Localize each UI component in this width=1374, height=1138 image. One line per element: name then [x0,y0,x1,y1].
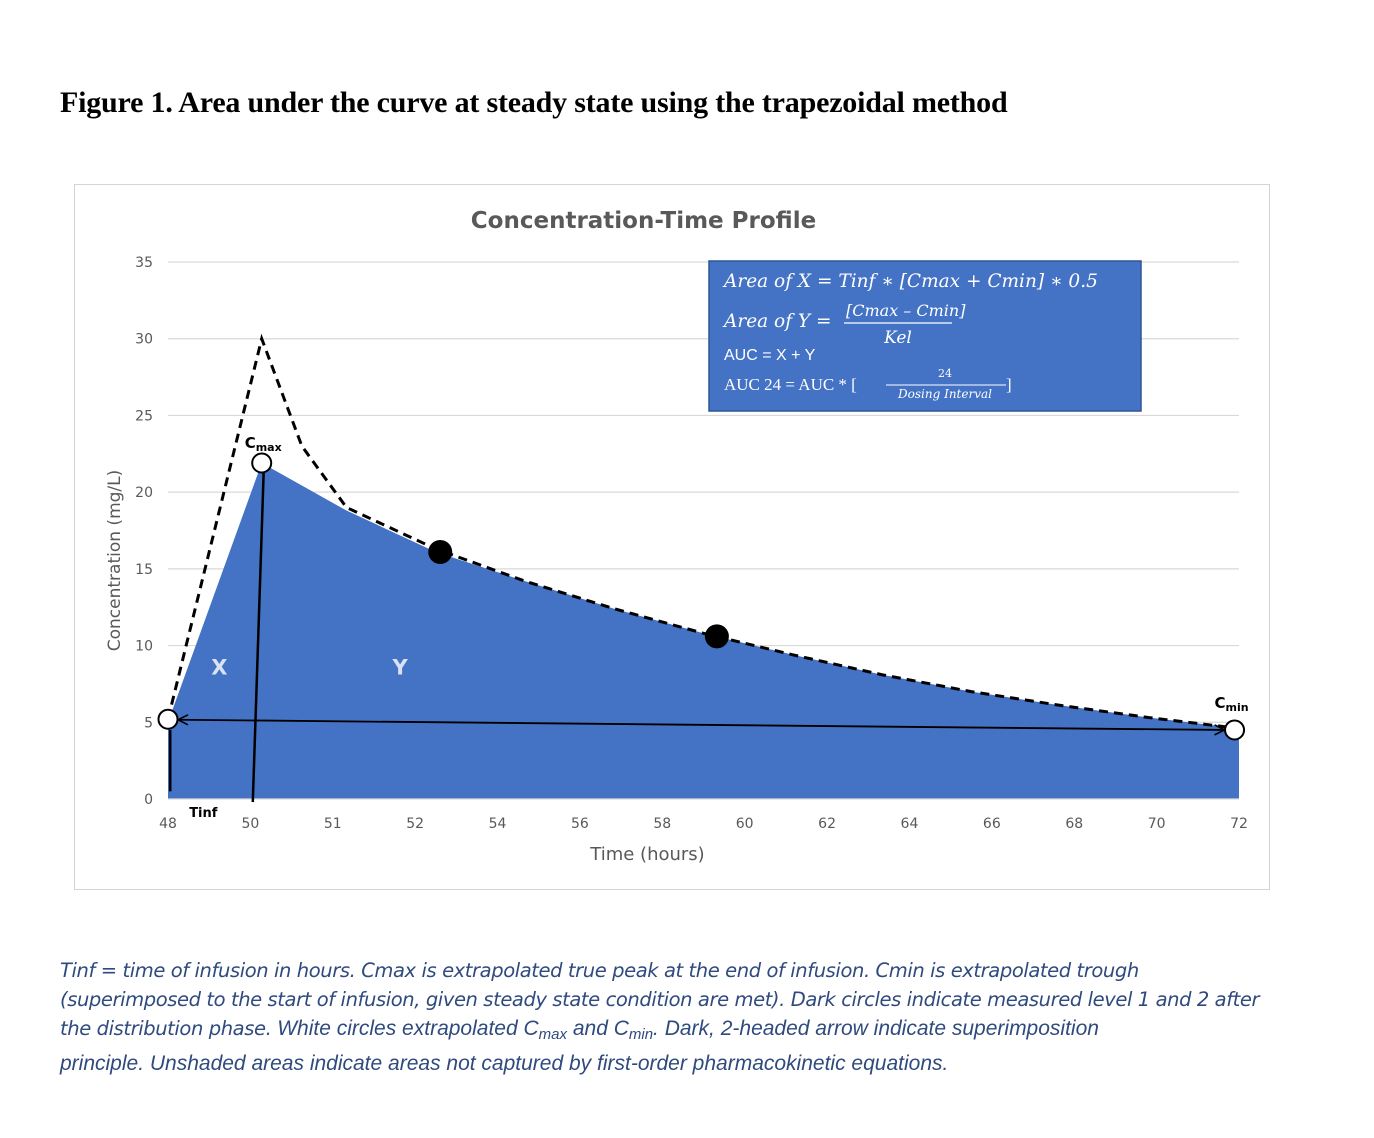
caption-line-3-b: White circles extrapolated Cmax and Cmin… [271,1017,1099,1043]
x-tick-label: 60 [736,816,754,832]
tinf-end-line [251,470,265,803]
formula-line-3: AUC = X + Y [724,347,816,364]
superimposition-arrow [178,720,1225,730]
extrapolated-dashed-curve [166,333,1240,730]
x-axis-title: Time (hours) [589,844,704,865]
figure-caption: Tinf = time of infusion in hours. Cmax i… [60,956,1300,1078]
x-tick-label: 64 [901,816,919,832]
caption-text: White circles extrapolated C [271,1017,539,1040]
chart-container: Concentration-Time Profile 0 5 10 15 20 25 30 35… [74,184,1270,890]
y-tick-label: 15 [135,562,153,578]
x-tick-label: 48 [159,816,177,832]
formula-line-4-prefix: AUC 24 = AUC * [ [724,375,857,394]
chart-svg: Concentration-Time Profile 0 5 10 15 20 25 30 35… [105,208,1249,865]
x-tick-label: 56 [571,816,589,832]
extrapolated-point [1224,719,1246,741]
caption-text: . Dark, 2-headed arrow indicate superimp… [653,1017,1099,1040]
y-tick-label: 5 [144,715,153,731]
formula-line-2-numerator: [Cmax – Cmin] [846,301,966,320]
caption-text: and C [567,1017,629,1040]
x-tick-label: 50 [241,816,259,832]
formula-line-2-prefix: Area of Y = [722,311,832,332]
y-tick-label: 30 [135,332,153,348]
formula-line-4-suffix: ] [1006,375,1012,394]
auc-shaded-area [168,462,1239,799]
extrapolated-point [251,452,273,474]
y-axis-title: Concentration (mg/L) [105,470,125,651]
y-tick-label: 25 [135,408,153,424]
x-tick-label: 62 [818,816,836,832]
cmax-label: Cmax [245,434,282,454]
x-tick-label: 66 [983,816,1001,832]
measured-level-point [428,539,453,564]
formula-line-1: Area of X = Tinf ∗ [Cmax + Cmin] ∗ 0.5 [722,271,1098,292]
x-tick-label: 72 [1230,816,1248,832]
region-y-label: Y [391,656,408,680]
caption-line-3-a: the distribution phase. [60,1017,272,1040]
formula-line-4-numerator: 24 [938,367,952,380]
x-tick-label: 52 [406,816,424,832]
x-tick-label: 51 [324,816,342,832]
x-tick-label: 58 [653,816,671,832]
measured-level-point [704,624,729,649]
caption-sub-max: max [538,1026,567,1043]
chart-title: Concentration-Time Profile [471,208,816,234]
x-tick-label: 54 [489,816,507,832]
formula-box [708,260,1142,412]
y-tick-label: 10 [135,639,153,655]
caption-line-1: Tinf = time of infusion in hours. Cmax i… [60,959,1139,982]
caption-line-3: the distribution phase. White circles ex… [60,1014,1300,1049]
x-tick-label: 68 [1065,816,1083,832]
caption-line-4: principle. Unshaded areas indicate areas… [60,1052,949,1075]
caption-sub-min: min [628,1026,654,1043]
caption-line-2: (superimposed to the start of infusion, … [60,988,1260,1011]
region-x-label: X [211,656,227,680]
cmin-label: Cmin [1215,694,1249,714]
y-tick-label: 35 [135,255,153,271]
y-tick-label: 20 [135,485,153,501]
extrapolated-point [157,708,179,730]
formula-line-4-denominator: Dosing Interval [897,387,992,401]
x-tick-label: 70 [1148,816,1166,832]
formula-line-2-denominator: Kel [883,328,912,348]
figure-title: Figure 1. Area under the curve at steady… [60,86,1008,119]
tinf-label: Tinf [189,806,218,821]
y-tick-label: 0 [144,792,153,808]
